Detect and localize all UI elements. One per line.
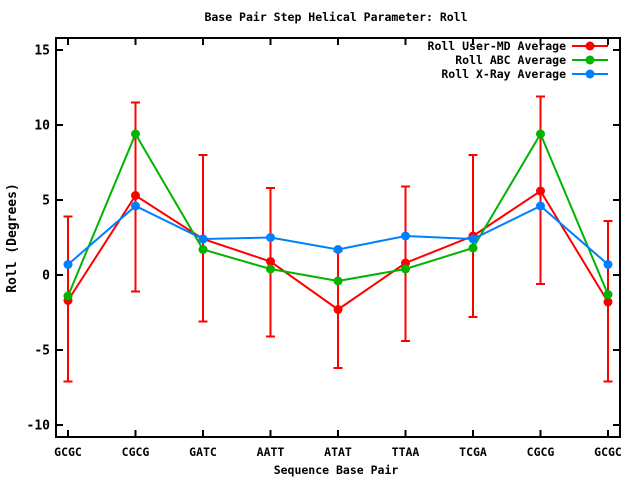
x-tick-label: GCGC [594, 445, 622, 459]
y-tick-label: 15 [34, 44, 50, 59]
data-point [131, 201, 140, 211]
x-axis-label: Sequence Base Pair [274, 463, 399, 477]
x-tick-label: GATC [189, 445, 217, 459]
legend-label: Roll ABC Average [455, 53, 566, 67]
data-point [198, 234, 208, 244]
data-point [468, 243, 478, 253]
legend-label: Roll X-Ray Average [441, 67, 566, 81]
data-point [266, 264, 275, 274]
x-tick-label: AATT [257, 445, 285, 459]
data-point [603, 260, 613, 269]
y-tick-label: -10 [27, 419, 51, 434]
plot-layer: -10 -5 0 5 10 15 GCGC CGCG GATC AATT ATAT TTAA TCGA C… [27, 37, 622, 459]
chart-title: Base Pair Step Helical Parameter: Roll [204, 10, 467, 24]
data-point [603, 297, 613, 307]
x-tick-label: ATAT [324, 445, 352, 459]
data-point [266, 257, 275, 266]
x-tick-label: CGCG [527, 445, 555, 459]
data-point [603, 290, 613, 299]
data-point [131, 129, 140, 139]
plot-border [55, 37, 621, 438]
y-axis-label: Roll (Degrees) [5, 183, 20, 293]
data-point [266, 233, 275, 242]
data-point [333, 245, 343, 254]
legend-label: Roll User-MD Average [428, 39, 567, 53]
data-point [198, 245, 208, 254]
y-tick-label: 5 [42, 194, 50, 209]
data-point [333, 276, 343, 286]
legend-sample-marker [585, 55, 595, 65]
x-tick-label: TTAA [392, 445, 420, 459]
data-point [401, 264, 410, 274]
y-tick-label: 0 [42, 269, 50, 284]
data-point [333, 305, 343, 314]
data-point [401, 231, 410, 241]
y-tick-label: -5 [34, 344, 50, 359]
data-point [536, 129, 545, 139]
data-point [131, 191, 140, 200]
data-point [63, 291, 73, 301]
x-tick-label: GCGC [54, 445, 82, 459]
x-tick-label: TCGA [459, 445, 487, 459]
data-point [536, 201, 545, 211]
data-point [468, 234, 478, 244]
legend-sample-marker [585, 41, 595, 51]
x-tick-label: CGCG [122, 445, 150, 459]
y-tick-label: 10 [34, 119, 50, 134]
legend-sample-marker [585, 69, 595, 79]
data-point [536, 186, 545, 196]
data-point [63, 260, 73, 269]
